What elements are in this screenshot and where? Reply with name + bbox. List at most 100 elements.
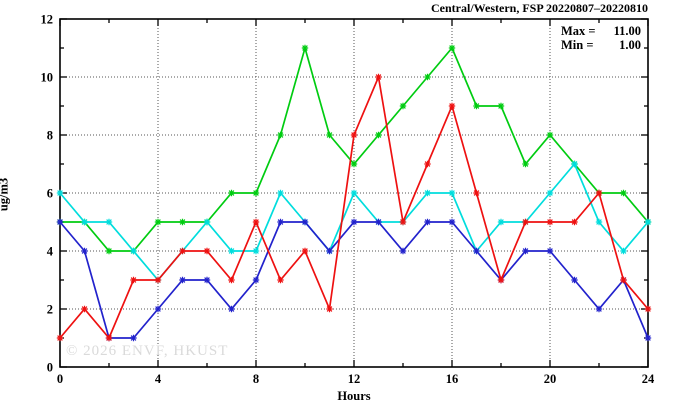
data-point-marker [595,218,603,226]
y-tick-label: 4 [47,245,54,259]
watermark: © 2026 ENVF, HKUST [66,343,229,359]
data-point-marker [473,102,480,110]
y-tick-label: 8 [47,129,53,143]
data-point-marker [81,305,88,313]
legend-box: Max = 11.00 Min = 1.00 [561,24,641,52]
data-point-marker [203,218,211,226]
x-tick-label: 8 [253,372,259,386]
data-point-marker [375,131,382,139]
data-point-marker [448,218,456,226]
data-point-marker [448,102,456,110]
data-point-marker [301,218,309,226]
data-point-marker [277,276,284,284]
data-point-marker [350,218,358,226]
data-point-marker [399,102,407,110]
legend-max-label: Max = [561,24,596,38]
data-point-marker [375,73,382,81]
data-point-marker [81,247,88,255]
data-point-marker [252,276,260,284]
x-tick-label: 0 [57,372,63,386]
data-point-marker [546,189,554,197]
y-tick-label: 10 [41,71,54,85]
data-point-marker [522,160,529,168]
data-point-marker [644,334,652,342]
data-point-marker [497,102,505,110]
data-point-marker [571,218,578,226]
data-point-marker [620,247,627,255]
data-point-marker [350,131,358,139]
data-point-marker [252,189,260,197]
data-point-marker [424,73,431,81]
data-point-marker [179,218,186,226]
x-tick-label: 4 [155,372,162,386]
data-point-marker [105,334,113,342]
data-point-marker [350,160,358,168]
data-point-marker [595,189,603,197]
data-point-marker [448,44,456,52]
data-point-marker [130,276,137,284]
data-point-marker [424,189,431,197]
data-point-marker [546,218,554,226]
data-point-marker [522,218,529,226]
data-point-marker [350,189,358,197]
x-tick-label: 20 [544,372,557,386]
legend-min-value: 1.00 [619,38,641,52]
data-point-marker [399,247,407,255]
data-point-marker [473,247,480,255]
data-point-marker [154,276,162,284]
legend-min-label: Min = [561,38,594,52]
data-point-marker [399,218,407,226]
data-point-marker [301,247,309,255]
data-point-marker [105,218,113,226]
data-point-marker [326,247,333,255]
data-point-marker [252,247,260,255]
data-point-marker [179,247,186,255]
data-point-marker [595,305,603,313]
legend-max-row: Max = 11.00 [561,24,641,38]
data-point-marker [56,334,64,342]
data-point-marker [473,189,480,197]
data-point-marker [326,305,333,313]
data-point-marker [546,247,554,255]
data-point-marker [326,131,333,139]
data-point-marker [497,276,505,284]
y-tick-label: 2 [47,303,53,317]
data-point-marker [620,276,627,284]
data-point-marker [424,160,431,168]
data-point-marker [571,160,578,168]
data-point-marker [228,276,235,284]
data-point-marker [448,189,456,197]
data-point-marker [105,247,113,255]
data-point-marker [179,276,186,284]
series-red-markers [56,73,652,342]
x-tick-label: 24 [642,372,655,386]
data-point-marker [546,131,554,139]
x-tick-label: 16 [446,372,459,386]
data-point-marker [228,189,235,197]
y-tick-label: 6 [47,187,53,201]
data-point-marker [522,247,529,255]
data-point-marker [301,44,309,52]
data-point-marker [203,247,211,255]
data-point-marker [277,218,284,226]
data-point-marker [203,276,211,284]
data-point-marker [154,305,162,313]
data-point-marker [130,247,137,255]
legend-min-row: Min = 1.00 [561,38,641,52]
data-point-marker [644,305,652,313]
data-point-marker [56,218,64,226]
data-point-marker [277,131,284,139]
legend-max-value: 11.00 [613,24,641,38]
data-point-marker [571,276,578,284]
data-point-marker [277,189,284,197]
data-point-marker [81,218,88,226]
data-point-marker [375,218,382,226]
data-point-marker [154,218,162,226]
x-axis-title: Hours [337,389,371,403]
data-point-marker [620,189,627,197]
y-tick-label: 0 [47,361,53,375]
data-point-marker [644,218,652,226]
data-point-marker [228,247,235,255]
